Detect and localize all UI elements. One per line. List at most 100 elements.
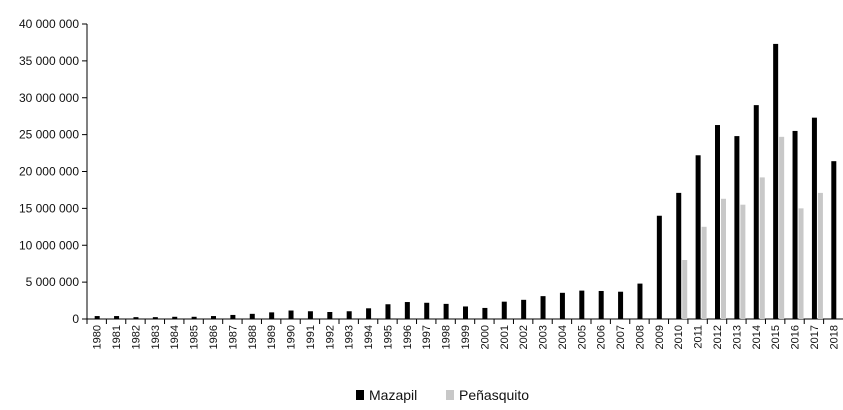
y-tick-label: 35 000 000 [19, 54, 79, 68]
bar-mazapil-2010 [676, 192, 682, 319]
x-tick-label: 2011 [693, 325, 705, 349]
bar-pe-asquito-2015 [779, 136, 785, 319]
x-tick-label: 2014 [751, 325, 763, 349]
y-axis: 0 5 000 000 10 000 000 15 000 000 20 000 000… [19, 17, 88, 326]
x-tick-label: 2018 [828, 325, 840, 349]
bar-mazapil-2012 [715, 125, 720, 319]
y-tick-label: 0 [72, 312, 79, 326]
y-tick-label: 5 000 000 [26, 275, 80, 289]
x-tick-label: 2000 [479, 325, 491, 349]
bar-mazapil-1993 [346, 311, 352, 319]
x-tick-label: 1997 [421, 325, 433, 349]
bar-mazapil-1995 [385, 304, 391, 319]
bar-mazapil-1998 [443, 303, 449, 319]
x-tick-label: 2016 [790, 325, 802, 349]
y-tick-label: 30 000 000 [19, 91, 79, 105]
legend-label-penasquito: Peñasquito [459, 387, 529, 403]
x-tick-label: 1996 [402, 325, 414, 349]
bar-mazapil-1982 [133, 317, 139, 319]
bar-mazapil-1986 [211, 316, 216, 319]
x-tick-label: 2006 [596, 325, 608, 349]
bar-mazapil-2009 [656, 215, 662, 319]
x-tick-label: 2001 [499, 325, 511, 349]
y-tick-label: 25 000 000 [19, 128, 79, 142]
bar-mazapil-1981 [114, 316, 120, 319]
x-tick-label: 2017 [809, 325, 821, 349]
x-tick-label: 1991 [305, 325, 317, 349]
bar-mazapil-2004 [559, 292, 565, 319]
x-tick-label: 1984 [169, 325, 181, 349]
bar-mazapil-2000 [482, 307, 488, 319]
x-tick-label: 2003 [538, 325, 550, 349]
x-tick-label: 1987 [227, 325, 239, 349]
bar-mazapil-1990 [288, 310, 294, 319]
bar-pe-asquito-2014 [759, 177, 765, 319]
bar-mazapil-2003 [540, 296, 546, 319]
x-tick-label: 1980 [92, 325, 104, 349]
x-tick-label: 1982 [130, 325, 142, 349]
bar-mazapil-1997 [424, 302, 430, 319]
bar-mazapil-2011 [695, 155, 701, 319]
x-tick-label: 2004 [557, 325, 569, 349]
bar-mazapil-2018 [831, 161, 837, 319]
x-tick-label: 1993 [344, 325, 356, 349]
bar-mazapil-2007 [618, 291, 624, 319]
bar-pe-asquito-2012 [721, 198, 726, 319]
bar-mazapil-2017 [811, 117, 817, 319]
bar-mazapil-1999 [463, 306, 468, 319]
x-tick-label: 2005 [576, 325, 588, 349]
x-tick-label: 1988 [247, 325, 259, 349]
x-tick-label: 1985 [189, 325, 201, 349]
x-tick-label: 2012 [712, 325, 724, 349]
bar-pe-asquito-2017 [817, 192, 823, 319]
bar-mazapil-2001 [501, 301, 507, 319]
bar-mazapil-1992 [327, 311, 333, 319]
x-tick-label: 1992 [324, 325, 336, 349]
bar-mazapil-2006 [598, 290, 604, 319]
bar-pe-asquito-2016 [798, 208, 804, 319]
bar-mazapil-2014 [753, 105, 759, 319]
bar-mazapil-2008 [637, 283, 643, 319]
x-tick-label: 1998 [441, 325, 453, 349]
bar-mazapil-2015 [773, 43, 779, 319]
y-tick-label: 40 000 000 [19, 17, 79, 31]
bar-mazapil-1989 [269, 312, 275, 319]
x-tick-label: 2010 [673, 325, 685, 349]
y-tick-label: 15 000 000 [19, 201, 79, 215]
x-tick-label: 1999 [460, 325, 472, 349]
y-tick-label: 10 000 000 [19, 238, 79, 252]
bar-mazapil-1991 [307, 311, 313, 319]
bar-mazapil-1994 [366, 308, 372, 319]
legend-swatch-mazapil [356, 390, 364, 400]
x-tick-label: 1989 [266, 325, 278, 349]
bar-mazapil-1983 [152, 317, 158, 319]
bar-mazapil-1987 [230, 314, 236, 319]
x-tick-label: 2007 [615, 325, 627, 349]
bar-mazapil-2002 [521, 299, 527, 319]
legend-label-mazapil: Mazapil [369, 387, 417, 403]
x-tick-label: 2009 [654, 325, 666, 349]
x-tick-label: 2013 [731, 325, 743, 349]
x-tick-label: 1995 [382, 325, 394, 349]
x-tick-label: 1994 [363, 325, 375, 349]
bar-mazapil-2005 [579, 290, 585, 319]
bar-pe-asquito-2013 [740, 204, 746, 319]
bar-mazapil-1984 [172, 316, 178, 319]
y-tick-label: 20 000 000 [19, 165, 79, 179]
x-axis: 1980 1981 1982 1983 1984 1985 1986 1987 1988 1989… [86, 318, 843, 349]
bar-pe-asquito-2011 [701, 226, 707, 319]
legend-swatch-penasquito [446, 390, 454, 400]
bar-mazapil-2013 [734, 136, 740, 319]
legend: Mazapil Peñasquito [356, 387, 529, 403]
x-tick-label: 2015 [770, 325, 782, 349]
bar-mazapil-2016 [792, 130, 798, 319]
bar-mazapil-1988 [249, 313, 255, 319]
x-tick-label: 2008 [634, 325, 646, 349]
bar-pe-asquito-2010 [682, 260, 688, 319]
x-tick-label: 2002 [518, 325, 530, 349]
x-tick-label: 1990 [286, 325, 298, 349]
x-tick-label: 1981 [111, 325, 123, 349]
x-tick-label: 1983 [150, 325, 162, 349]
bar-mazapil-1985 [191, 316, 197, 319]
